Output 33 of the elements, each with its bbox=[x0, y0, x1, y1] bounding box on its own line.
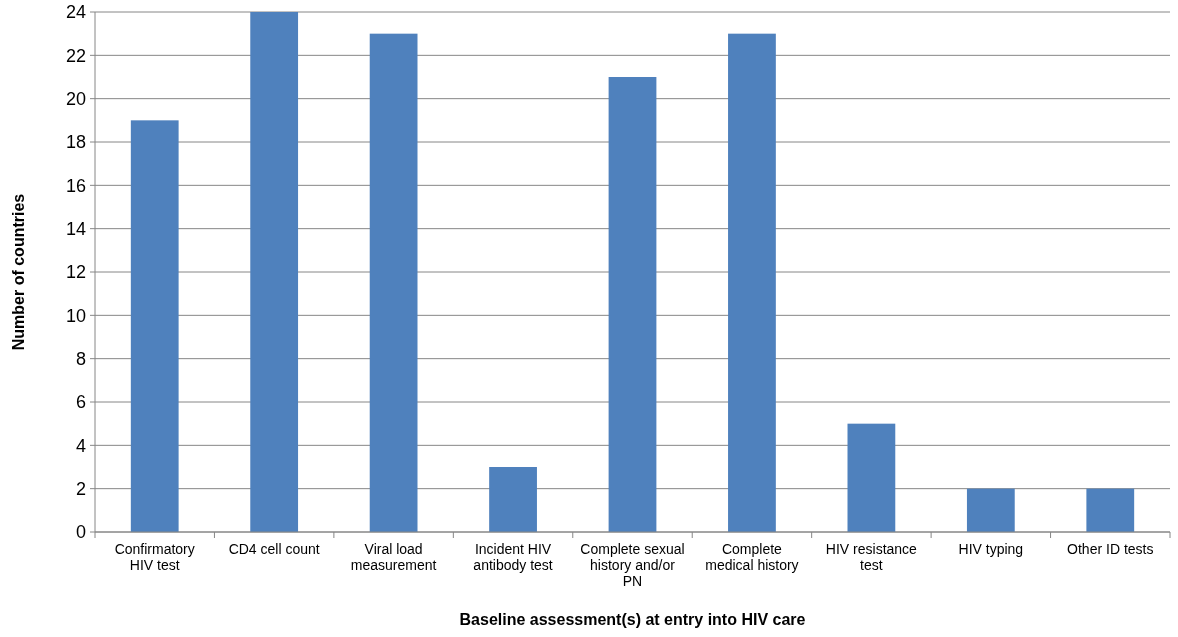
y-tick-label: 12 bbox=[65, 262, 86, 283]
bar bbox=[728, 33, 776, 532]
x-tick-label: Confirmatory HIV test bbox=[114, 541, 195, 573]
bar bbox=[250, 12, 299, 532]
y-tick-label: 8 bbox=[75, 348, 86, 369]
bar bbox=[489, 467, 537, 532]
x-tick-label: HIV typing bbox=[958, 541, 1024, 557]
y-tick-label: 16 bbox=[65, 175, 86, 196]
y-tick-label: 20 bbox=[65, 88, 86, 109]
bar bbox=[847, 423, 896, 532]
x-tick-label: Viral load measurement bbox=[350, 541, 437, 573]
y-tick-label: 24 bbox=[65, 2, 86, 23]
x-axis-title: Baseline assessment(s) at entry into HIV care bbox=[459, 611, 806, 628]
y-tick-label: 4 bbox=[75, 435, 86, 456]
bar bbox=[608, 77, 657, 532]
y-tick-label: 14 bbox=[65, 218, 86, 239]
x-tick-label: Complete medical history bbox=[705, 541, 799, 573]
x-tick-label: Complete sexual history and/or PN bbox=[580, 541, 685, 589]
y-tick-label: 22 bbox=[65, 45, 86, 66]
x-tick-label: Incident HIV antibody test bbox=[473, 541, 553, 573]
x-tick-label: Other ID tests bbox=[1067, 541, 1154, 557]
y-tick-label: 0 bbox=[75, 522, 86, 543]
bar bbox=[130, 120, 179, 532]
y-axis-title: Number of countries bbox=[10, 193, 27, 351]
bar bbox=[369, 33, 418, 532]
x-tick-label: HIV resistance test bbox=[825, 541, 918, 573]
x-tick-label: CD4 cell count bbox=[228, 541, 320, 557]
y-tick-label: 10 bbox=[65, 305, 86, 326]
y-tick-label: 18 bbox=[65, 132, 86, 153]
bar bbox=[1086, 488, 1135, 532]
y-tick-label: 2 bbox=[75, 478, 86, 499]
bar bbox=[966, 488, 1015, 532]
y-tick-label: 6 bbox=[75, 392, 86, 413]
